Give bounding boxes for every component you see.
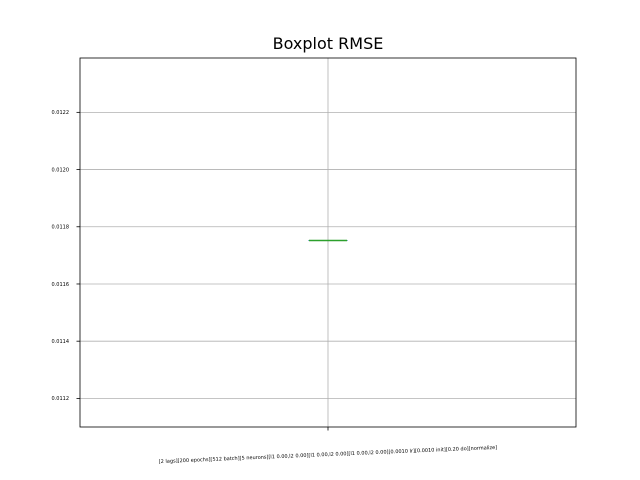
chart-title: Boxplot RMSE	[273, 34, 384, 53]
y-tick-label: 0.0114	[52, 339, 70, 345]
y-tick-label: 0.0122	[52, 110, 70, 116]
y-axis: 0.0112 0.0114 0.0116 0.0118 0.0120 0.0122	[52, 110, 80, 402]
y-tick-label: 0.0120	[52, 167, 70, 173]
x-tick-label: [2 lags][200 epochs][512 batch][5 neuron…	[159, 445, 498, 465]
y-tick-label: 0.0116	[52, 282, 70, 288]
x-axis: [2 lags][200 epochs][512 batch][5 neuron…	[159, 427, 498, 465]
grid-lines	[80, 58, 576, 427]
y-tick-label: 0.0112	[52, 396, 70, 402]
y-tick-label: 0.0118	[52, 225, 70, 231]
